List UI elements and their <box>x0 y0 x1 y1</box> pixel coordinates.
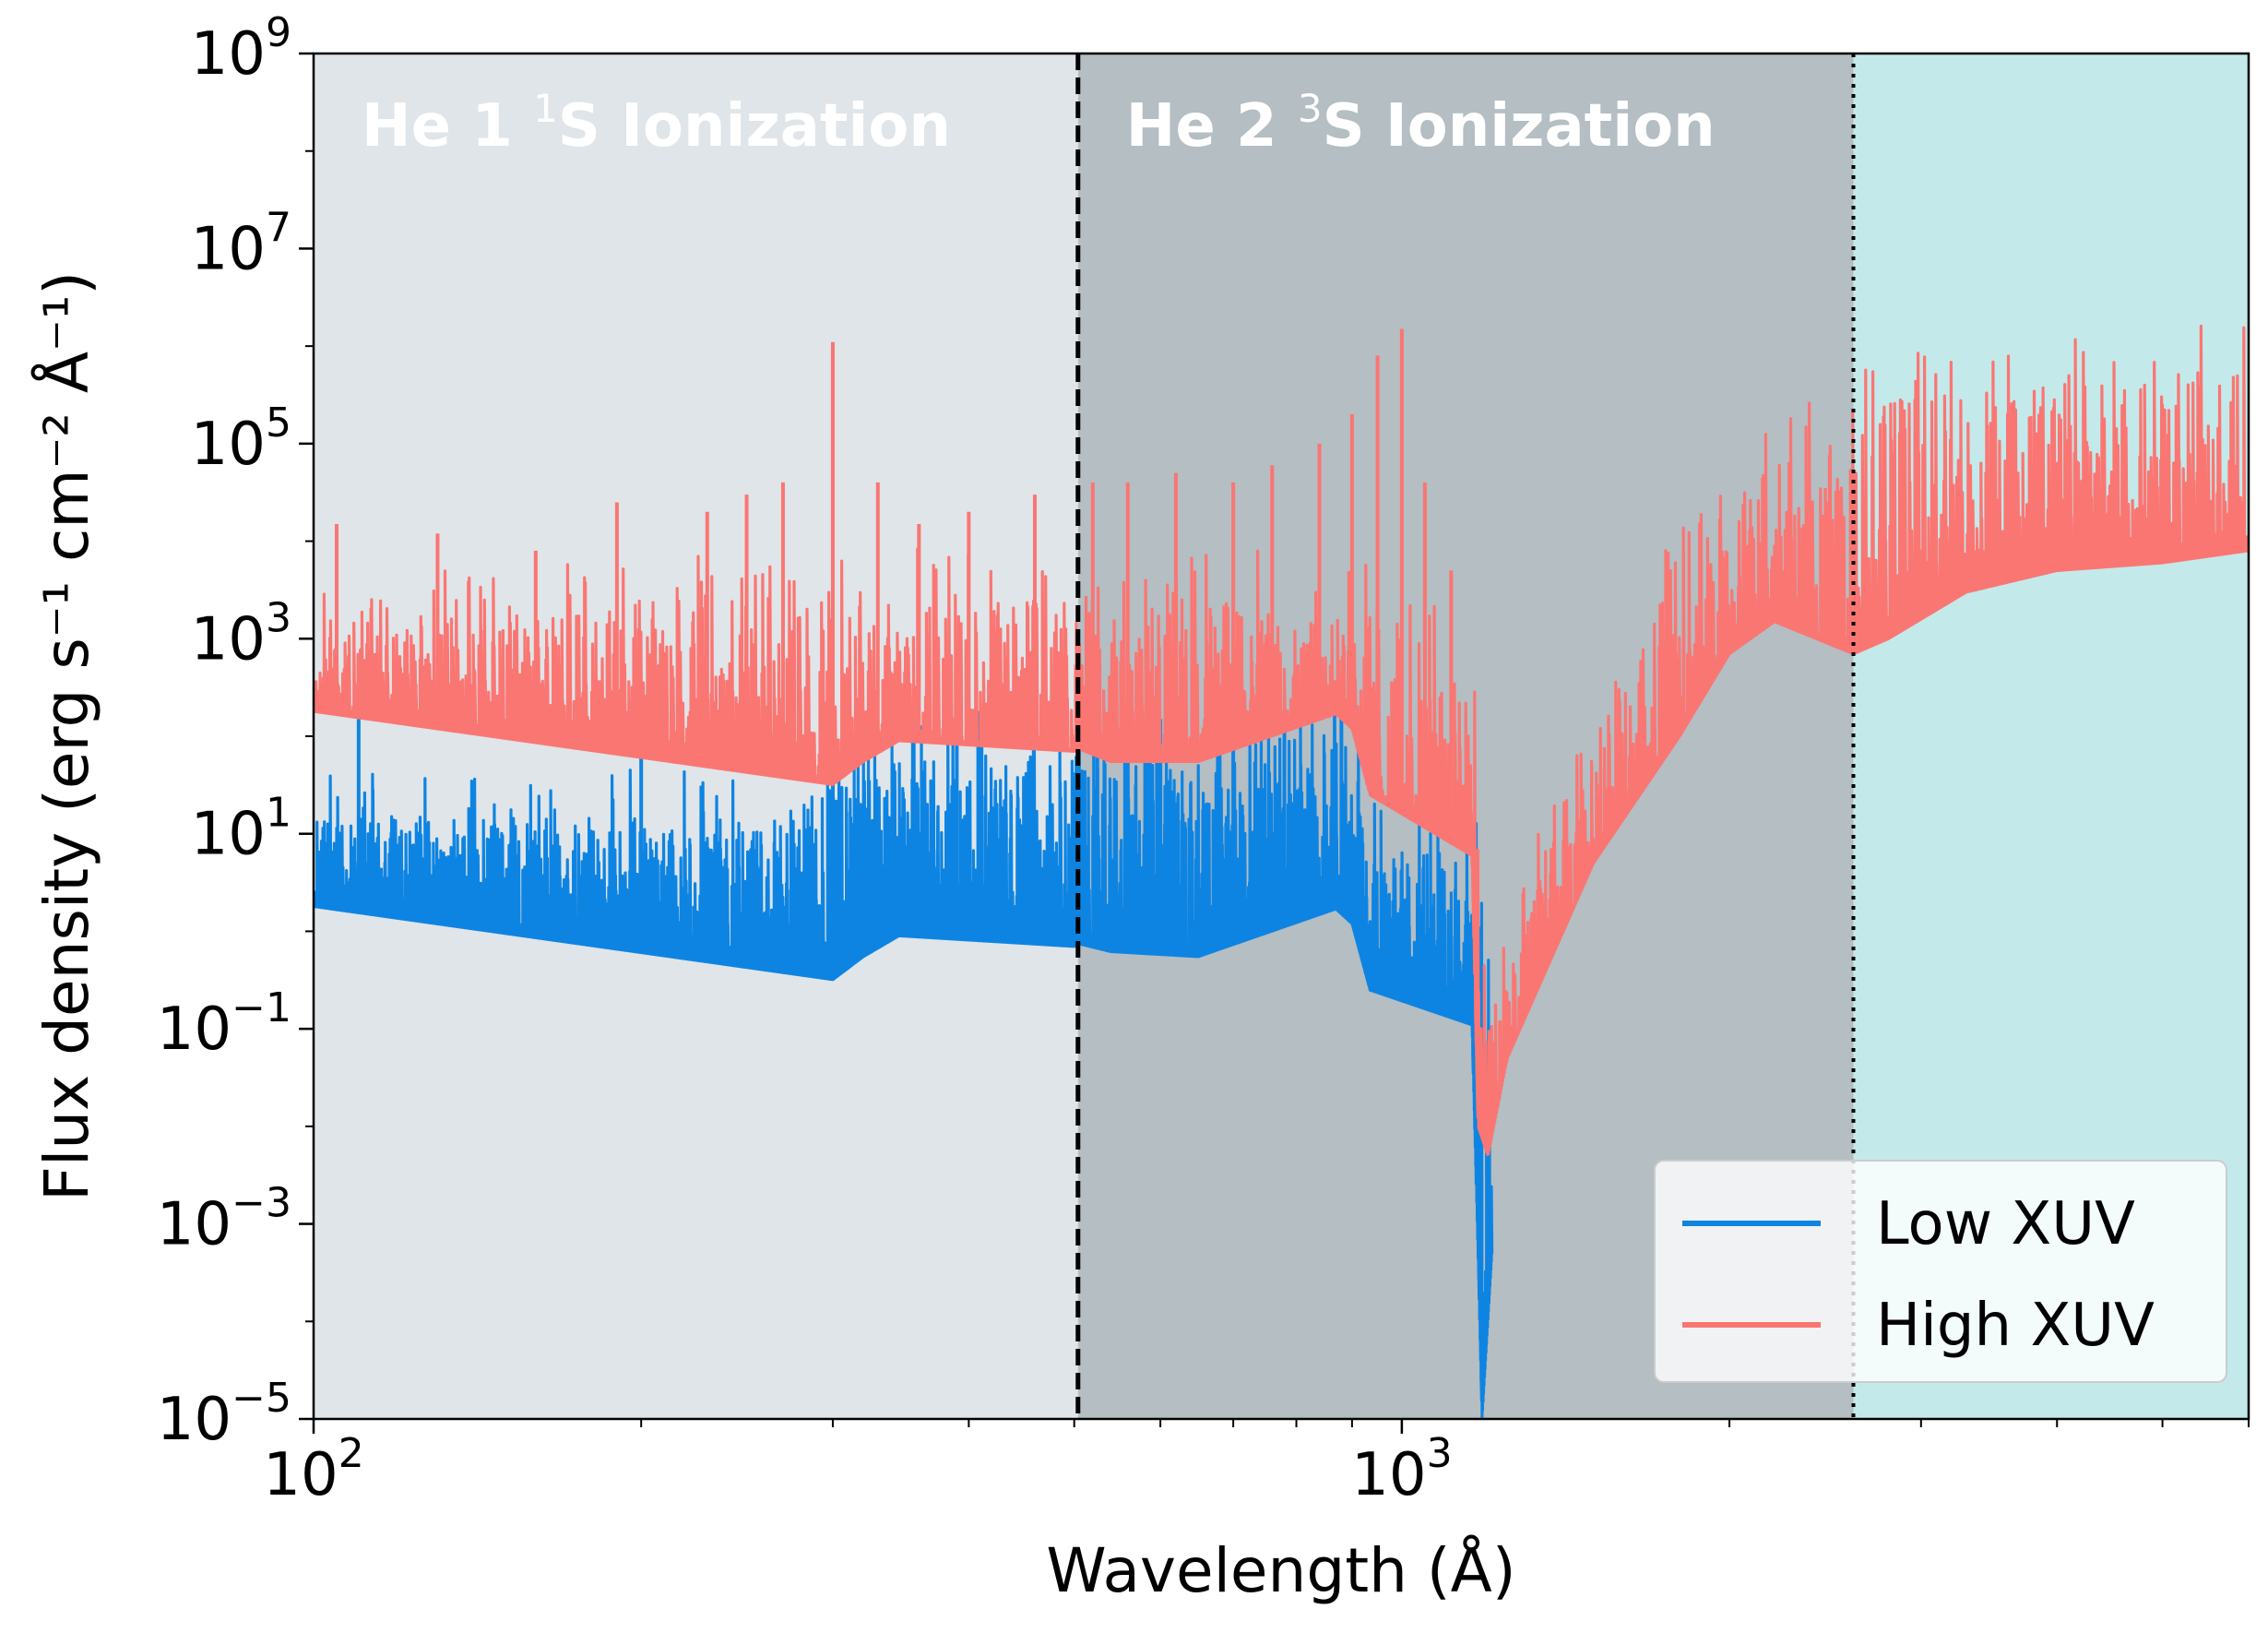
y-tick-label: 103 <box>191 594 291 673</box>
y-tick-label: 101 <box>191 790 291 869</box>
legend-label: High XUV <box>1876 1292 2155 1360</box>
x-axis-label: Wavelength (Å) <box>1046 1535 1515 1606</box>
y-tick-label: 107 <box>191 204 291 283</box>
x-tick-label: 102 <box>263 1430 363 1509</box>
y-tick-label: 10−1 <box>157 984 291 1064</box>
y-tick-label: 109 <box>191 9 291 89</box>
legend-label: Low XUV <box>1876 1190 2135 1258</box>
y-tick-label: 10−3 <box>157 1180 291 1259</box>
spectrum-trace <box>314 703 1494 1419</box>
x-axis-ticks: 102 103 <box>263 1419 2250 1509</box>
x-tick-label: 103 <box>1351 1430 1452 1509</box>
y-tick-label: 10−5 <box>157 1375 291 1454</box>
y-tick-label: 105 <box>191 399 291 479</box>
series-high-xuv <box>314 324 2249 1156</box>
region-labels: He 1 1S Ionization He 2 3S Ionization <box>362 86 1716 161</box>
y-axis-ticks: 109 107 105 103 101 10−1 10−3 10−5 <box>157 9 314 1454</box>
spectrum-trace <box>314 324 2249 1156</box>
region-label-0: He 1 1S Ionization <box>362 86 951 161</box>
series-layer <box>314 324 2249 1419</box>
region-label-1: He 2 3S Ionization <box>1126 86 1716 161</box>
y-axis-label: Flux density (erg s⁻¹ cm⁻² Å⁻¹) <box>31 271 102 1201</box>
legend: Low XUV High XUV <box>1654 1160 2227 1383</box>
